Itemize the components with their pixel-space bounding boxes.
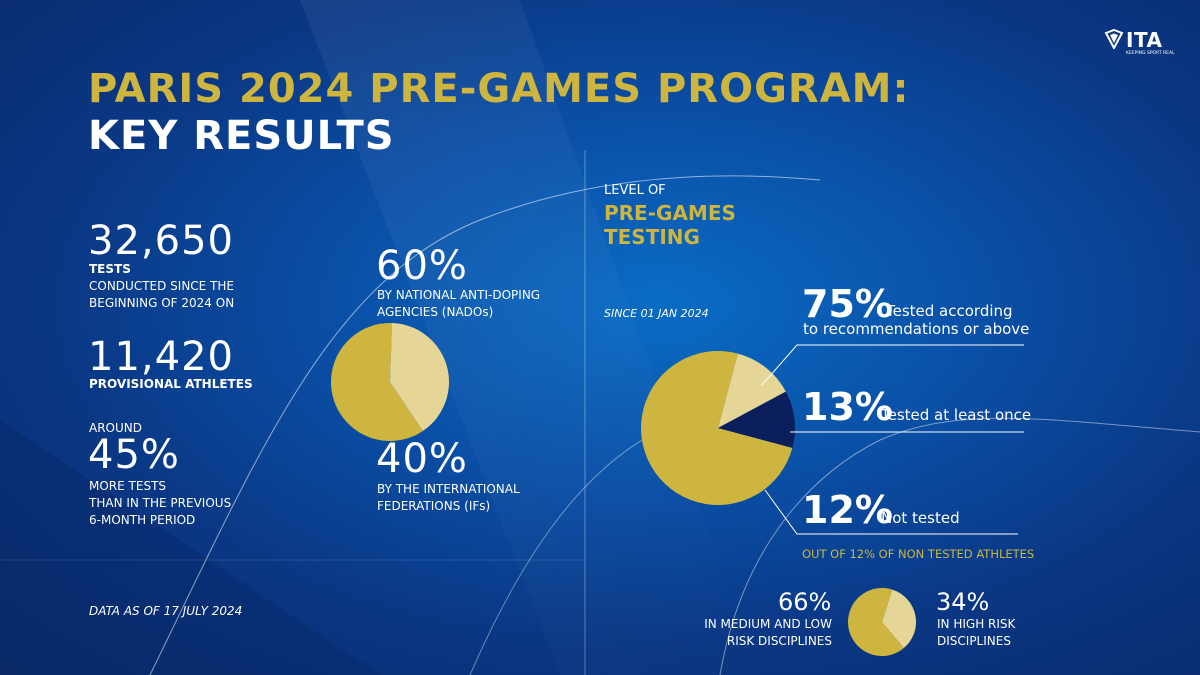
tests-desc-line1: CONDUCTED SINCE THE [89,279,235,293]
pie-slice-high-risk [882,589,916,649]
tested-recommended-desc2: to recommendations or above [803,320,1030,338]
risk-high-desc1: IN HIGH RISK [937,617,1016,631]
tested-once-percent: 13% [802,385,893,429]
pie-slice-tested-once [718,353,786,428]
page-title-line2: KEY RESULTS [88,113,395,159]
athletes-count: 11,420 [88,334,234,380]
risk-medium-low-desc2: RISK DISCIPLINES [726,634,832,648]
pie-chart-risk-disciplines [848,588,916,656]
risk-medium-low-percent: 66% [778,588,832,616]
level-kicker: LEVEL OF [604,183,666,198]
pie-slice-tested-recommended [641,351,793,505]
if-desc-line1: BY THE INTERNATIONAL [377,482,520,496]
tests-label: TESTS [89,262,131,276]
ita-logo: ITA KEEPING SPORT REAL [1104,28,1184,62]
tests-count: 32,650 [88,218,234,264]
pie-slice-nado [331,323,423,441]
nado-percent: 60% [376,243,468,289]
if-desc-line2: FEDERATIONS (IFs) [377,499,491,513]
risk-high-percent: 34% [936,588,990,616]
not-tested-percent: 12% [802,488,893,532]
level-heading-line2: TESTING [604,225,700,249]
page-title-line1: PARIS 2024 PRE-GAMES PROGRAM: [88,66,910,112]
tested-recommended-desc1: Tested according [886,302,1013,320]
risk-medium-low-desc1: IN MEDIUM AND LOW [704,617,832,631]
increase-desc-line1: MORE TESTS [89,479,167,493]
non-tested-subnote: OUT OF 12% OF NON TESTED ATHLETES [802,547,1035,561]
nado-desc-line1: BY NATIONAL ANTI-DOPING [377,288,541,302]
pie-chart-testing-authority [331,323,449,441]
if-percent: 40% [376,436,468,482]
diamond-shield-icon [1104,29,1124,49]
tests-desc-line2: BEGINNING OF 2024 ON [89,296,235,310]
logo-text: ITA [1126,28,1163,52]
nado-desc-line2: AGENCIES (NADOs) [377,305,494,319]
risk-high-desc2: DISCIPLINES [937,634,1011,648]
data-date-footnote: DATA AS OF 17 JULY 2024 [89,604,243,618]
pie-slice-if [390,323,449,431]
logo-tagline: KEEPING SPORT REAL [1126,51,1175,56]
increase-desc-line2: THAN IN THE PREVIOUS [89,496,232,510]
since-date: SINCE 01 JAN 2024 [604,307,709,320]
increase-prefix: AROUND [89,421,142,435]
tested-recommended-percent: 75% [802,282,893,326]
level-heading-line1: PRE-GAMES [604,201,736,225]
athletes-label: PROVISIONAL ATHLETES [89,377,253,391]
increase-desc-line3: 6-MONTH PERIOD [89,513,196,527]
increase-value: 45% [88,432,180,478]
tested-once-desc: Tested at least once [881,406,1032,424]
pie-slice-not-tested [718,391,795,448]
not-tested-desc: Not tested [881,509,960,527]
pie-chart-pre-games-testing [641,351,795,505]
pie-slice-medium-low-risk [848,588,904,656]
